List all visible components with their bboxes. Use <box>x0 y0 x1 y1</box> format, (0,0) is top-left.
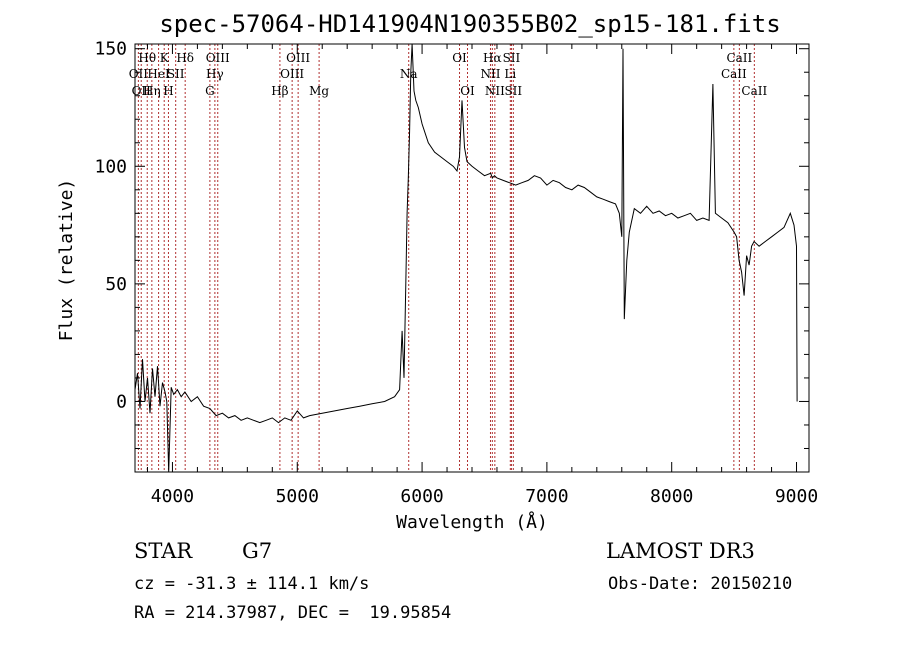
y-tick-label-150: 150 <box>94 39 127 60</box>
spectral-line-label-10: Hγ <box>206 67 224 81</box>
spectral-line-label-24: SII <box>504 84 522 98</box>
x-tick-label-7000: 7000 <box>525 486 568 507</box>
spectral-line-label-8: Hδ <box>176 51 194 65</box>
spectral-line-label-12: Hβ <box>271 84 288 98</box>
x-axis-title: Wavelength (Å) <box>396 511 548 533</box>
object-class: STAR <box>134 539 193 563</box>
spectral-line-markers <box>137 44 755 472</box>
spectral-line-label-26: CaII <box>726 51 752 65</box>
spectral-line-label-19: NII <box>480 67 500 81</box>
x-tick-label-8000: 8000 <box>650 486 693 507</box>
y-tick-label-50: 50 <box>105 274 127 295</box>
spectral-line-label-16: Na <box>400 67 418 81</box>
spectral-line-label-4: HeI <box>147 67 170 81</box>
chart-title: spec-57064-HD141904N190355B02_sp15-181.f… <box>159 10 780 38</box>
coordinates: RA = 214.37987, DEC = 19.95854 <box>134 603 452 623</box>
spectral-line-label-18: OI <box>460 84 475 98</box>
x-tick-label-4000: 4000 <box>151 486 194 507</box>
object-subclass: G7 <box>242 539 273 563</box>
spectral-line-label-1: OII <box>132 84 152 98</box>
x-tick-label-5000: 5000 <box>276 486 319 507</box>
spectral-line-label-2: Hθ <box>138 51 156 65</box>
spectral-line-label-14: OIII <box>286 51 310 65</box>
observation-date: Obs-Date: 20150210 <box>608 574 793 594</box>
y-axis-title: Flux (relative) <box>56 179 77 342</box>
spectral-line-label-17: OI <box>452 51 467 65</box>
spectral-line-label-27: CaII <box>741 84 767 98</box>
y-tick-label-100: 100 <box>94 156 127 177</box>
spectral-line-label-20: Hα <box>483 51 502 65</box>
spectral-line-label-21: NII <box>485 84 505 98</box>
spectral-line-label-13: OIII <box>280 67 304 81</box>
x-tick-label-6000: 6000 <box>400 486 443 507</box>
redshift-value: cz = -31.3 ± 114.1 km/s <box>134 574 370 594</box>
spectrum-series <box>134 43 798 473</box>
spectral-line-label-5: K <box>160 51 170 65</box>
x-tick-label-9000: 9000 <box>775 486 818 507</box>
y-tick-label-0: 0 <box>116 391 127 412</box>
spectral-line-label-9: G <box>205 84 215 98</box>
spectral-line-label-22: Li <box>504 67 516 81</box>
spectral-line-label-0: OII <box>129 67 149 81</box>
spectral-line-label-3: Hη <box>143 84 161 98</box>
spectral-line-label-23: SII <box>503 51 521 65</box>
spectral-line-label-25: CaII <box>721 67 747 81</box>
spectral-line-label-7: SII <box>167 67 185 81</box>
spectral-line-label-15: Mg <box>309 84 329 98</box>
spectral-line-label-11: OIII <box>206 51 230 65</box>
survey-name: LAMOST DR3 <box>606 539 755 563</box>
plot-frame <box>134 43 810 473</box>
spectral-line-labels: OII OII Hθ Hη HeI K H SII Hδ G Hγ OIII Hβ OIII OIII Mg N… <box>129 51 768 98</box>
spectral-line-label-6: H <box>163 84 173 98</box>
axis-ticks: 4000 5000 6000 7000 8000 9000 0 50 100 150 <box>94 39 818 507</box>
